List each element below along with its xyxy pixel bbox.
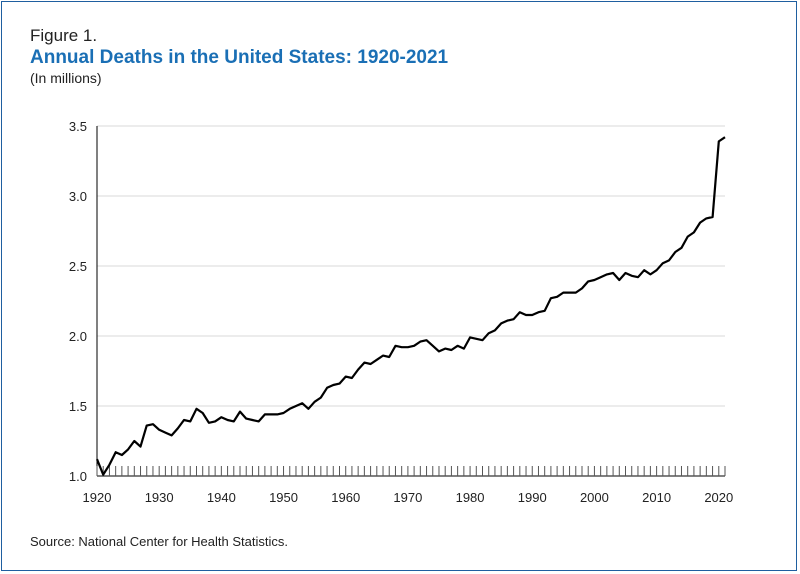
chart-subtitle: (In millions) — [30, 70, 102, 86]
y-tick-label: 1.0 — [69, 469, 87, 484]
x-axis: 1920 1930 1940 1950 1960 1970 1980 1990 2000 2010… — [83, 466, 733, 505]
series — [95, 136, 726, 476]
x-tick-label: 1940 — [207, 490, 236, 505]
y-tick-label: 2.5 — [69, 259, 87, 274]
y-tick-label: 3.0 — [69, 189, 87, 204]
series-line — [95, 136, 726, 476]
source-note: Source: National Center for Health Stati… — [30, 534, 288, 549]
x-tick-label: 1990 — [518, 490, 547, 505]
x-tick-label: 1960 — [331, 490, 360, 505]
x-tick-label: 1980 — [456, 490, 485, 505]
figure-label: Figure 1. — [30, 26, 98, 45]
x-tick-label: 2000 — [580, 490, 609, 505]
chart-title: Annual Deaths in the United States: 1920… — [30, 47, 449, 68]
x-tick-label: 1920 — [83, 490, 112, 505]
x-tick-label: 1970 — [393, 490, 422, 505]
y-tick-label: 3.5 — [69, 119, 87, 134]
x-tick-label: 2010 — [642, 490, 671, 505]
y-axis: 1.0 1.5 2.0 2.5 3.0 3.5 — [69, 119, 98, 484]
y-tick-label: 2.0 — [69, 329, 87, 344]
x-tick-label: 1930 — [145, 490, 174, 505]
x-tick-label: 1950 — [269, 490, 298, 505]
gridlines — [97, 125, 725, 407]
y-tick-label: 1.5 — [69, 399, 87, 414]
x-tick-label: 2020 — [704, 490, 733, 505]
